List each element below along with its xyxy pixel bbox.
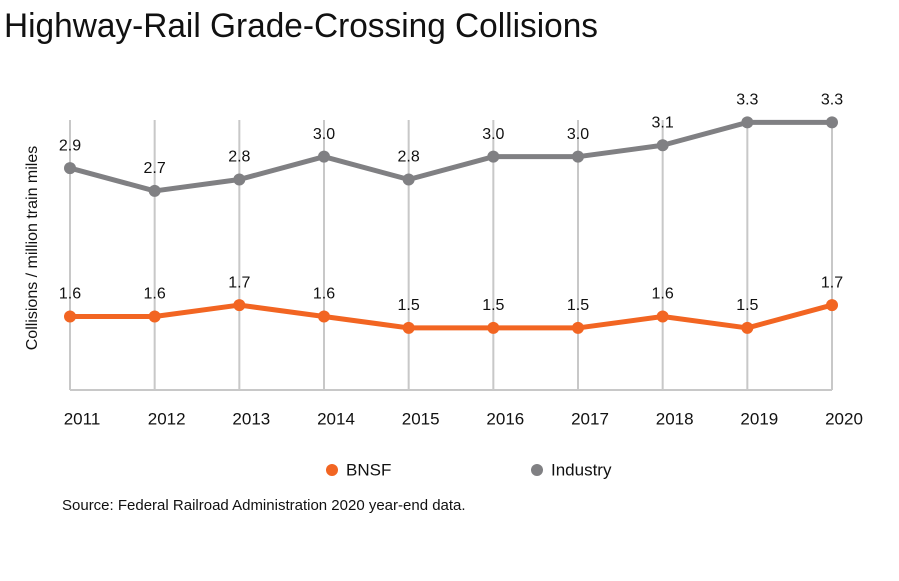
data-label: 2.8 xyxy=(398,149,420,166)
data-label: 1.6 xyxy=(313,286,335,303)
data-label: 3.0 xyxy=(313,126,335,143)
data-point xyxy=(233,299,246,312)
legend-marker xyxy=(531,464,543,476)
data-label: 1.7 xyxy=(821,274,843,291)
x-tick-label: 2012 xyxy=(148,409,186,428)
x-tick-label: 2020 xyxy=(825,409,863,428)
data-point xyxy=(402,321,415,334)
data-point xyxy=(64,162,76,175)
data-point xyxy=(318,150,330,163)
data-label: 1.5 xyxy=(736,297,758,314)
data-label: 2.7 xyxy=(144,160,166,177)
data-point xyxy=(148,310,161,323)
data-label: 3.3 xyxy=(736,92,758,109)
x-tick-label: 2013 xyxy=(232,409,270,428)
data-label: 3.0 xyxy=(482,126,504,143)
x-tick-label: 2015 xyxy=(402,409,440,428)
data-point xyxy=(487,150,500,163)
data-point xyxy=(487,321,500,334)
x-tick-label: 2014 xyxy=(317,409,355,428)
series-line xyxy=(70,302,833,331)
data-point xyxy=(826,299,838,312)
data-label: 3.0 xyxy=(567,126,589,143)
legend-label: Industry xyxy=(551,460,612,479)
x-tick-label: 2019 xyxy=(740,409,778,428)
data-point xyxy=(402,173,415,186)
data-label: 1.5 xyxy=(567,297,589,314)
x-tick-label: 2016 xyxy=(486,409,524,428)
data-label: 1.6 xyxy=(144,286,166,303)
data-point xyxy=(572,321,584,334)
data-label: 1.5 xyxy=(482,297,504,314)
x-tick-label: 2018 xyxy=(656,409,694,428)
source-note: Source: Federal Railroad Administration … xyxy=(62,497,466,514)
data-label: 1.6 xyxy=(59,286,81,303)
data-point xyxy=(64,310,76,323)
x-tick-label: 2017 xyxy=(571,409,609,428)
data-point xyxy=(826,116,838,129)
series-line xyxy=(69,119,832,194)
data-label: 3.3 xyxy=(821,92,843,109)
legend-label: BNSF xyxy=(346,460,391,479)
data-point xyxy=(741,321,754,334)
data-point xyxy=(656,310,669,323)
data-label: 3.1 xyxy=(652,114,674,131)
data-point xyxy=(656,139,669,152)
data-point xyxy=(233,173,246,186)
legend-marker xyxy=(326,464,338,476)
data-label: 1.7 xyxy=(228,274,250,291)
data-label: 1.5 xyxy=(398,297,420,314)
data-label: 2.9 xyxy=(59,137,81,154)
data-point xyxy=(741,116,754,129)
y-axis-label: Collisions / million train miles xyxy=(24,146,41,351)
x-tick-label: 2011 xyxy=(64,409,101,428)
data-label: 2.8 xyxy=(228,149,250,166)
data-point xyxy=(318,310,330,323)
data-label: 1.6 xyxy=(652,286,674,303)
data-point xyxy=(572,150,584,163)
data-point xyxy=(148,184,161,197)
chart-title: Highway-Rail Grade-Crossing Collisions xyxy=(4,7,598,45)
